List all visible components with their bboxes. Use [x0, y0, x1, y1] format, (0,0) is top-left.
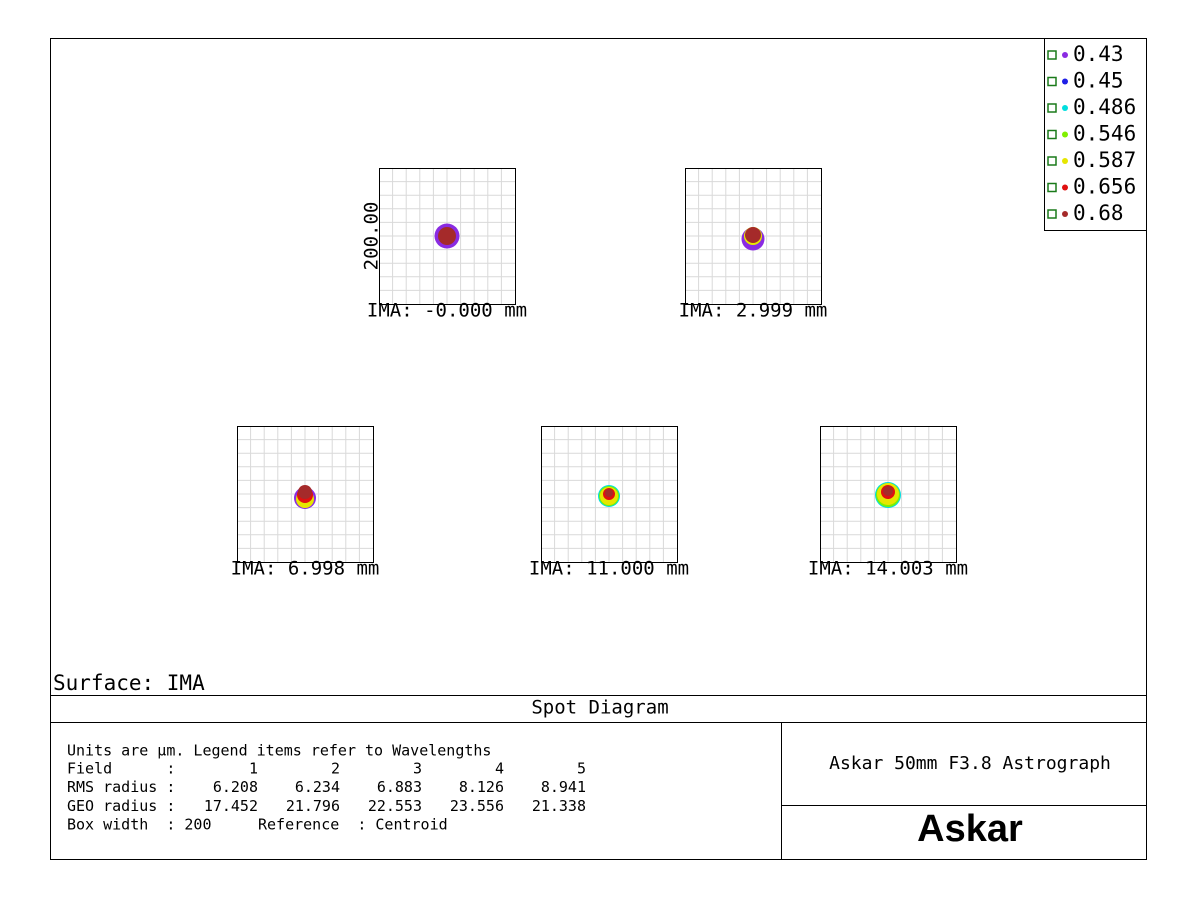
- spot-plot: IMA: 11.000 mm: [529, 426, 689, 580]
- info-block: Units are µm. Legend items refer to Wave…: [67, 742, 586, 834]
- legend-checkbox: [1047, 76, 1057, 87]
- row-label: Field :: [67, 760, 175, 778]
- legend-swatch: [1062, 184, 1068, 191]
- legend-checkbox: [1047, 209, 1057, 219]
- row-value: 21.796: [286, 797, 340, 815]
- legend-label: 0.45: [1073, 69, 1124, 93]
- field-label: IMA: 2.999 mm: [679, 300, 828, 322]
- spot-box: [237, 426, 374, 563]
- ray-spot: [438, 227, 456, 245]
- row-value: 8.941: [541, 778, 586, 796]
- row-value: 4: [495, 760, 504, 778]
- row-value: 8.126: [459, 778, 504, 796]
- row-label: RMS radius :: [67, 778, 175, 796]
- row-value: 21.338: [532, 797, 586, 815]
- field-label: IMA: 14.003 mm: [808, 558, 968, 580]
- legend-checkbox: [1047, 103, 1057, 113]
- row-value: 22.553: [368, 797, 422, 815]
- row-value: 23.556: [450, 797, 504, 815]
- spot-box: [541, 426, 678, 563]
- legend-box: [1044, 38, 1147, 231]
- row-value: 1: [249, 760, 258, 778]
- legend-label: 0.656: [1073, 175, 1136, 199]
- spot-box: [820, 426, 957, 563]
- row-value: 6.883: [377, 778, 422, 796]
- legend-swatch: [1062, 78, 1068, 85]
- legend-swatch: [1062, 105, 1068, 111]
- info-note: Units are µm. Legend items refer to Wave…: [67, 742, 491, 760]
- spot-plot: IMA: -0.000 mm: [367, 168, 527, 322]
- spot-plot: IMA: 2.999 mm: [679, 168, 828, 322]
- legend-swatch: [1062, 158, 1068, 164]
- legend-swatch: [1062, 52, 1068, 58]
- system-name: Askar 50mm F3.8 Astrograph: [829, 753, 1111, 774]
- legend-label: 0.43: [1073, 42, 1124, 66]
- row-value: 3: [413, 760, 422, 778]
- legend-swatch: [1062, 131, 1068, 138]
- row-value: 6.234: [295, 778, 340, 796]
- spot-plot: IMA: 14.003 mm: [808, 426, 968, 580]
- ray-spot: [883, 486, 893, 496]
- legend-label: 0.546: [1073, 122, 1136, 146]
- surface-label: Surface: IMA: [53, 671, 205, 695]
- box-width: Box width : 200: [67, 816, 212, 834]
- legend-label: 0.486: [1073, 95, 1136, 119]
- legend-swatch: [1062, 211, 1068, 217]
- outer-frame: [50, 38, 1147, 860]
- legend-label: 0.68: [1073, 201, 1124, 225]
- ray-spot: [605, 489, 613, 497]
- field-label: IMA: 11.000 mm: [529, 558, 689, 580]
- legend-label: 0.587: [1073, 148, 1136, 172]
- spot-box: [685, 168, 822, 305]
- plots: IMA: -0.000 mm IMA: 2.999 mm IMA: 6.998 mm…: [231, 168, 968, 580]
- field-label: IMA: 6.998 mm: [231, 558, 380, 580]
- row-label: GEO radius :: [67, 797, 175, 815]
- legend-checkbox: [1047, 50, 1057, 60]
- ray-spot: [745, 227, 761, 243]
- field-label: IMA: -0.000 mm: [367, 300, 527, 322]
- row-value: 2: [331, 760, 340, 778]
- box-scale-label: 200.00: [361, 202, 383, 271]
- row-value: 5: [577, 760, 586, 778]
- legend-checkbox: [1047, 156, 1057, 166]
- logo: Askar: [917, 808, 1023, 850]
- row-value: 17.452: [204, 797, 258, 815]
- legend-checkbox: [1047, 182, 1057, 193]
- ray-spot: [298, 485, 312, 499]
- diagram-title: Spot Diagram: [531, 697, 668, 719]
- legend-checkbox: [1047, 129, 1057, 140]
- row-value: 6.208: [213, 778, 258, 796]
- spot-box: [379, 168, 516, 305]
- spot-plot: IMA: 6.998 mm: [231, 426, 380, 580]
- reference: Reference : Centroid: [258, 816, 448, 834]
